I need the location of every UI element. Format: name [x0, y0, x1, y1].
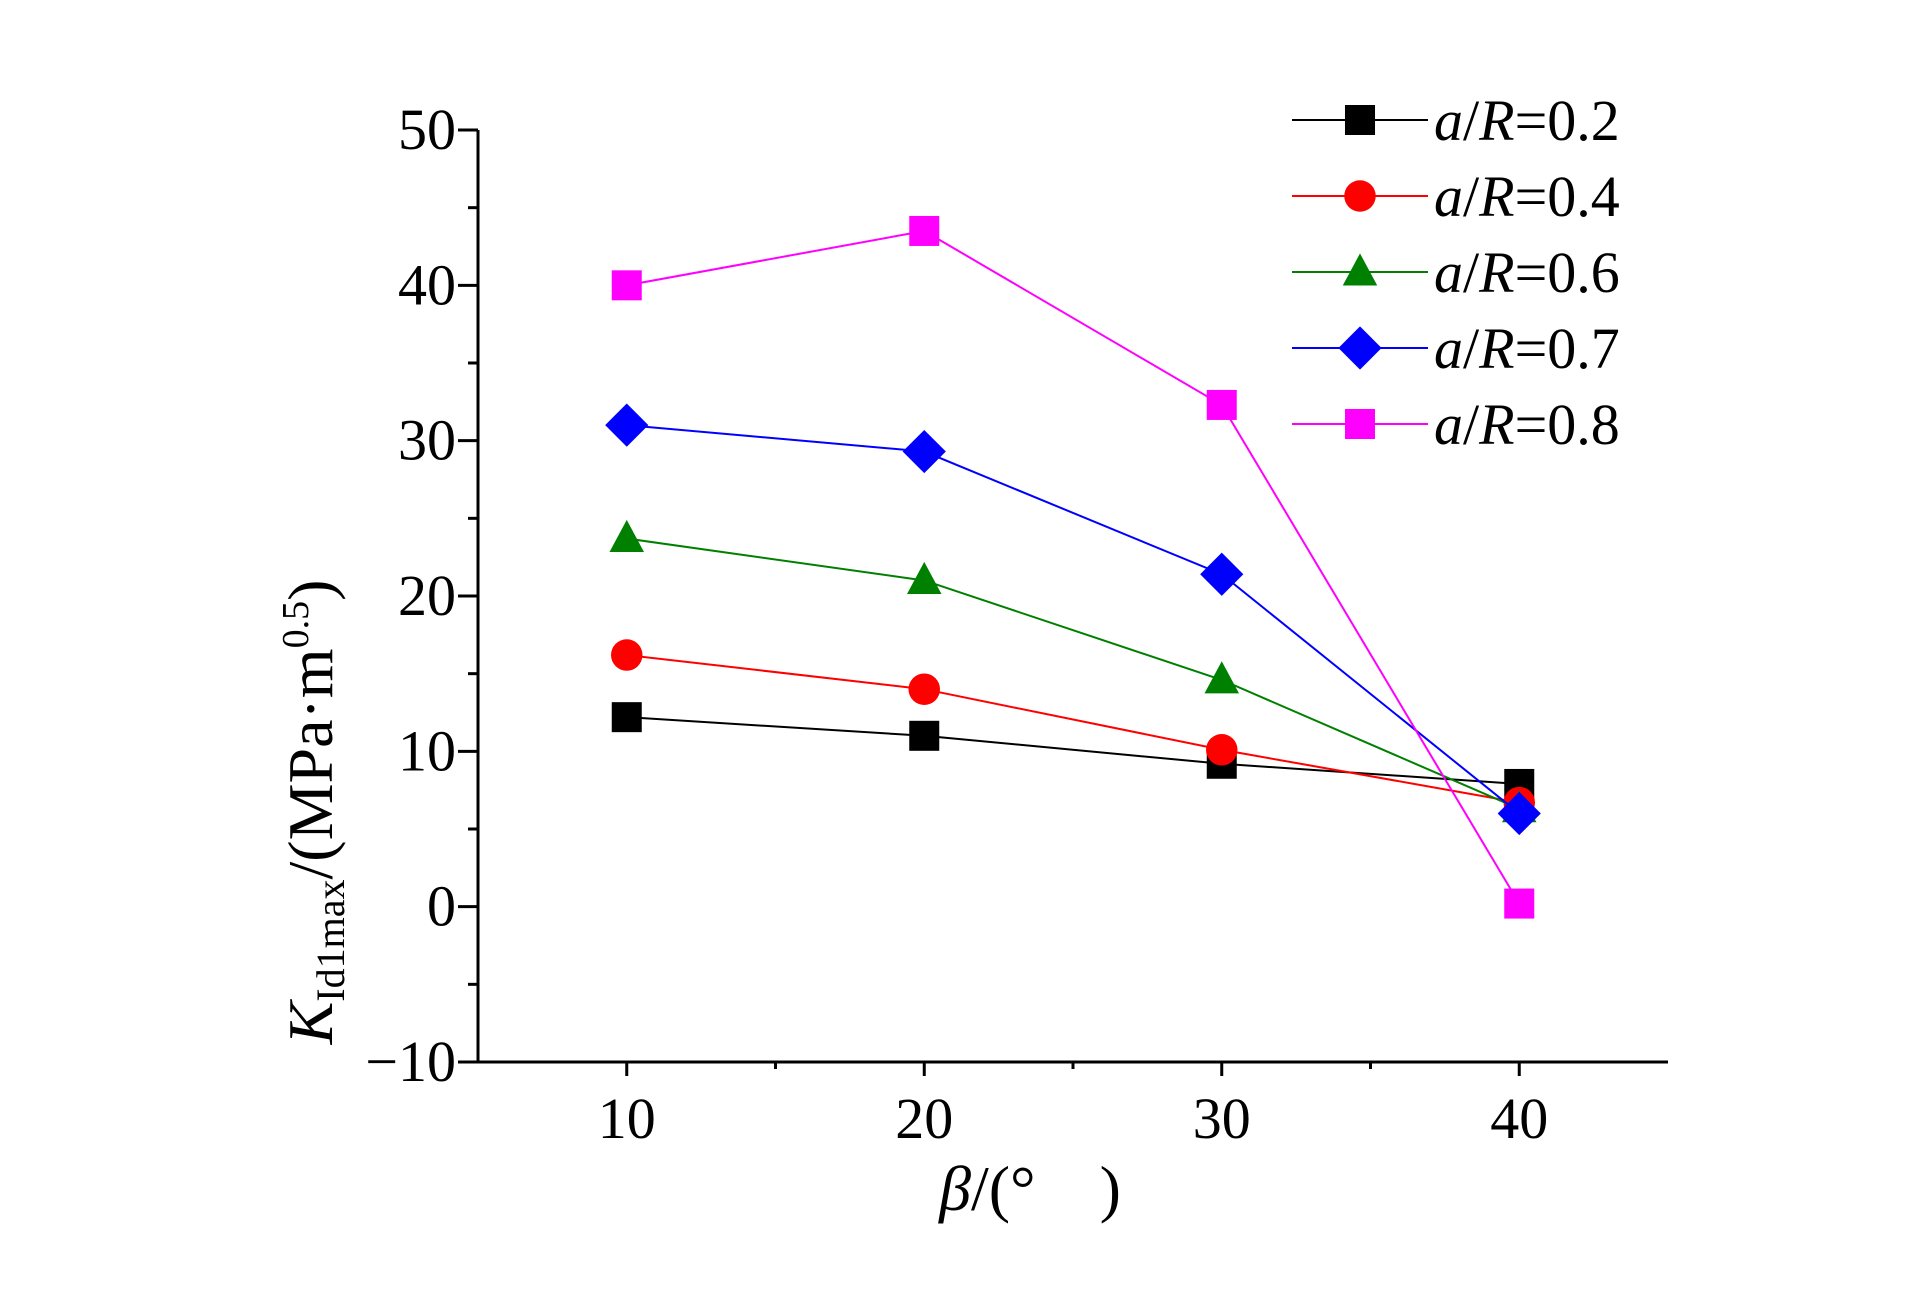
legend-label: a/R=0.7 — [1434, 316, 1620, 381]
series-line — [626, 424, 1520, 815]
data-point — [907, 561, 942, 594]
x-axis-title: β/(° ) — [937, 1153, 1121, 1224]
series-line — [626, 654, 1520, 804]
legend-marker — [1338, 326, 1382, 370]
legend-item-4: a/R=0.8 — [1292, 392, 1620, 457]
y-tick-label: 40 — [398, 252, 456, 317]
data-point — [909, 720, 940, 751]
legend: a/R=0.2 a/R=0.4 a/R=0.6 a/R=0.7 a/R=0.8 — [1292, 88, 1620, 457]
series-3 — [605, 403, 1541, 836]
plot-area — [605, 215, 1541, 919]
data-point — [1497, 791, 1541, 836]
y-tick-label: 50 — [398, 97, 456, 162]
x-tick-label: 40 — [1490, 1086, 1548, 1151]
data-point — [1206, 734, 1238, 766]
data-point — [611, 270, 642, 301]
legend-label: a/R=0.8 — [1434, 392, 1620, 457]
series-line — [626, 537, 1520, 810]
series-4 — [611, 215, 1535, 919]
y-tick-label: −10 — [365, 1029, 456, 1094]
y-tick-label: 0 — [427, 874, 456, 939]
series-0 — [611, 702, 1535, 799]
legend-item-0: a/R=0.2 — [1292, 88, 1620, 153]
series-line — [626, 716, 1520, 785]
legend-marker — [1344, 180, 1376, 212]
legend-marker — [1342, 253, 1378, 286]
legend-marker — [1345, 409, 1375, 439]
data-point — [1206, 389, 1237, 420]
data-point — [609, 519, 644, 553]
y-axis-title: KId1max/(MPa·m0.5) — [275, 580, 353, 1046]
legend-label: a/R=0.4 — [1434, 164, 1620, 229]
legend-item-2: a/R=0.6 — [1292, 240, 1620, 305]
data-point — [902, 429, 946, 474]
data-point — [1200, 552, 1244, 596]
axes: −10 0 10 20 30 40 50 10 20 30 40 — [365, 97, 1668, 1151]
y-tick-label: 20 — [398, 563, 456, 628]
legend-item-3: a/R=0.7 — [1292, 316, 1620, 381]
x-tick-label: 30 — [1193, 1086, 1251, 1151]
data-point — [611, 702, 642, 733]
legend-label: a/R=0.6 — [1434, 240, 1620, 305]
data-point — [605, 403, 649, 447]
data-point — [1504, 888, 1535, 919]
x-tick-label: 20 — [895, 1086, 953, 1151]
data-point — [909, 215, 940, 246]
legend-item-1: a/R=0.4 — [1292, 164, 1620, 229]
series-line — [626, 229, 1521, 905]
legend-label: a/R=0.2 — [1434, 88, 1620, 153]
axis-labels: KId1max/(MPa·m0.5) β/(° ) — [275, 580, 1121, 1224]
data-point — [1204, 661, 1239, 694]
legend-marker — [1345, 105, 1375, 135]
data-point — [908, 673, 940, 705]
y-tick-label: 10 — [398, 718, 456, 783]
y-tick-label: 30 — [398, 408, 456, 473]
x-tick-label: 10 — [598, 1086, 656, 1151]
data-point — [611, 639, 643, 671]
